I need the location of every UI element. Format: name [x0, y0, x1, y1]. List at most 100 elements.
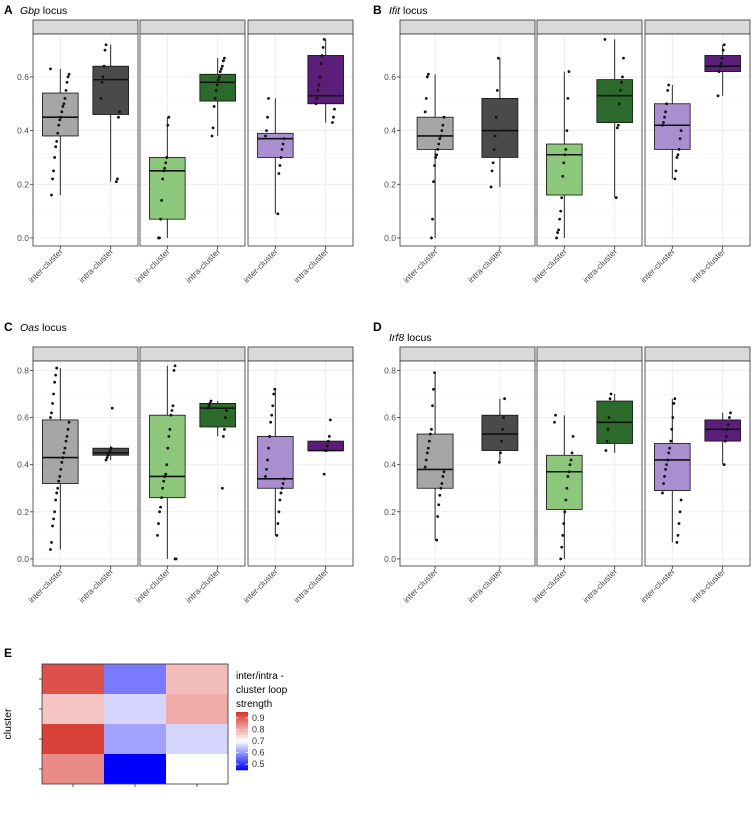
panel-b-data-point — [555, 236, 558, 240]
panel-c-data-point — [58, 475, 62, 478]
panel-b-plot-border — [536, 33, 643, 247]
panel-a-data-point — [210, 134, 214, 138]
panel-c-data-point — [156, 533, 159, 537]
panel-b-facet-strip — [536, 19, 643, 35]
panel-c-y-tick-label: 0.8 — [17, 365, 29, 375]
legend-colorbar-segment — [236, 713, 248, 716]
panel-b-data-point — [620, 80, 623, 84]
panel-d-data-point — [672, 402, 676, 405]
panel-a-data-point — [53, 156, 57, 159]
heatmap-cell — [104, 754, 166, 784]
heatmap-cells — [41, 663, 229, 785]
heatmap-cell — [42, 754, 104, 784]
panel-b-data-point — [430, 236, 433, 240]
panel-d-data-point — [503, 397, 506, 401]
panel-d-data-point — [677, 522, 681, 525]
panel-b-data-point — [560, 196, 564, 200]
panel-d-data-point — [723, 439, 727, 443]
panel-c-data-point — [54, 373, 58, 377]
panel-b-data-point — [558, 217, 562, 221]
heatmap-cell — [166, 754, 228, 784]
panel-d-data-point — [726, 423, 730, 427]
panel-b-data-point — [567, 70, 571, 73]
panel-c-data-point — [162, 479, 166, 483]
panel-c-data-point — [280, 486, 284, 490]
panel-b-data-point — [556, 231, 559, 234]
panel-c-data-point — [50, 411, 53, 415]
panel-a-data-point — [102, 64, 106, 68]
panel-a-data-point — [264, 134, 267, 138]
panel-a-data-point — [58, 118, 62, 122]
panel-b-data-point — [721, 48, 725, 52]
panel-a-y-tick-label: 0.4 — [17, 126, 29, 136]
panel-b-data-point — [557, 228, 561, 232]
panel-a-data-point — [165, 156, 169, 159]
legend-colorbar-segment — [236, 727, 248, 730]
panel-d-data-point — [678, 510, 682, 514]
panel-d-data-point — [439, 486, 443, 490]
panel-b-data-point — [614, 196, 618, 200]
panel-c-y-tick-label: 0.0 — [17, 554, 29, 564]
panel-c-data-point — [160, 496, 164, 500]
panel-c-data-point — [323, 449, 327, 452]
panel-c-data-point — [59, 467, 63, 471]
panel-a-facet-strip — [32, 19, 139, 35]
legend-colorbar-segment — [236, 762, 248, 765]
panel-d-data-point — [435, 538, 439, 542]
panel-c-data-point — [208, 402, 212, 405]
panel-a-data-point — [166, 123, 170, 127]
legend-colorbar-segment — [236, 765, 248, 768]
legend-colorbar-segment — [236, 730, 248, 733]
legend-colorbar-segment — [236, 754, 248, 756]
panel-a-data-point — [279, 156, 283, 159]
panel-c-data-point — [273, 387, 277, 391]
panel-d-y-tick-label: 0.2 — [384, 507, 396, 517]
panel-a-box — [199, 73, 236, 102]
panel-a-plot-border — [32, 33, 139, 247]
panel-c-data-point — [104, 458, 108, 462]
panel-c-data-point — [66, 427, 70, 431]
panel-d-data-point — [431, 404, 434, 408]
panel-d-data-point — [562, 522, 566, 525]
panel-d-box — [546, 454, 583, 510]
panel-d-data-point — [423, 465, 427, 469]
legend-colorbar-segment — [236, 716, 248, 719]
heatmap-legend: inter/intra - cluster loop strength 0.90… — [236, 671, 288, 771]
panel-b-data-point — [435, 153, 439, 157]
panel-d-data-point — [502, 416, 505, 419]
panel-c-data-point — [209, 399, 213, 403]
panel-b-y-tick-label: 0.2 — [384, 179, 396, 189]
panel-d-box — [481, 414, 519, 451]
panel-c-data-point — [57, 479, 61, 483]
panel-b-data-point — [437, 142, 441, 146]
panel-c-data-point — [279, 491, 283, 495]
panel-a-data-point — [159, 217, 162, 221]
panel-c-data-point — [170, 409, 174, 412]
panel-a-data-point — [281, 142, 285, 146]
panel-a-box — [42, 92, 79, 137]
legend-colorbar-segment — [236, 742, 248, 745]
panel-a-data-point — [65, 80, 69, 84]
panel-d-y-tick-label: 0.0 — [384, 554, 396, 564]
panel-d-data-point — [604, 449, 608, 452]
panel-a-box — [149, 157, 186, 220]
panel-c-data-point — [266, 458, 269, 462]
panel-a-data-point — [167, 115, 171, 119]
panel-a-data-point — [321, 46, 325, 49]
panel-a-data-point — [217, 75, 221, 79]
panel-a-data-point — [103, 48, 107, 52]
panel-a-data-point — [276, 212, 280, 216]
panel-d-data-point — [679, 498, 683, 502]
panel-b-data-point — [717, 70, 721, 73]
panel-b-data-point — [679, 129, 683, 133]
panel-a-data-point — [54, 145, 58, 149]
panel-c-data-point — [277, 510, 281, 514]
panel-b-data-point — [436, 147, 440, 151]
panel-c-data-point — [171, 404, 175, 408]
panel-c-plot-border — [139, 360, 246, 567]
panel-a-data-point — [114, 180, 118, 183]
panel-d-data-point — [722, 463, 726, 467]
panel-b-data-point — [426, 72, 430, 76]
panel-c-data-point — [265, 467, 268, 471]
